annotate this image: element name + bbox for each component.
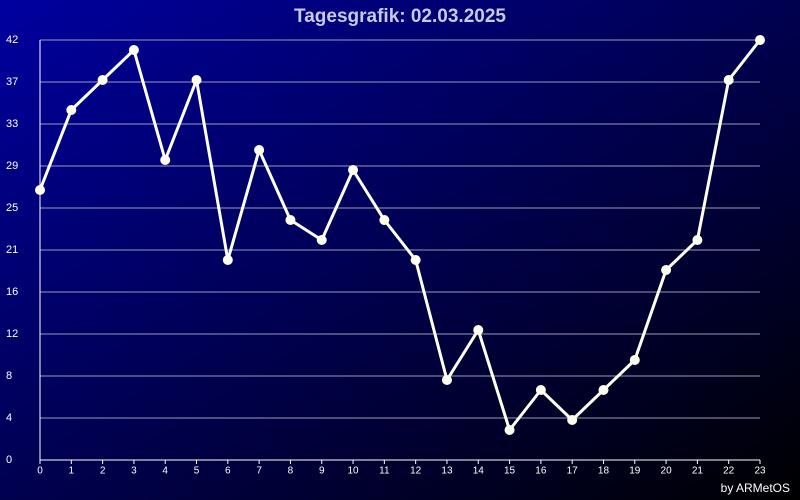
x-tick-label: 8 — [288, 466, 294, 477]
data-point — [97, 75, 108, 85]
series-line — [38, 39, 762, 432]
y-tick-label: 33 — [6, 118, 18, 130]
x-tick-label: 22 — [723, 466, 735, 477]
data-point — [755, 35, 765, 45]
data-point — [504, 425, 515, 435]
data-point — [66, 105, 77, 115]
data-point — [410, 255, 421, 265]
data-point — [629, 355, 640, 365]
x-tick-label: 18 — [598, 466, 610, 477]
data-point — [441, 375, 452, 385]
x-tick-label: 4 — [162, 466, 168, 477]
y-tick-label: 0 — [6, 454, 12, 466]
x-tick-label: 0 — [37, 466, 43, 477]
x-tick-label: 11 — [379, 466, 390, 477]
data-point — [473, 325, 484, 335]
data-point — [723, 75, 734, 85]
x-tick-label: 16 — [535, 466, 547, 477]
x-tick-label: 9 — [319, 466, 325, 477]
y-tick-label: 37 — [6, 76, 18, 88]
y-tick-label: 12 — [6, 328, 18, 340]
x-tick-label: 14 — [473, 466, 485, 477]
x-tick-label: 3 — [131, 466, 137, 477]
y-tick-label: 4 — [6, 412, 12, 424]
x-tick-label: 7 — [256, 466, 262, 477]
data-point — [160, 155, 171, 165]
x-tick-label: 5 — [194, 466, 200, 477]
x-tick-label: 13 — [441, 466, 453, 477]
x-tick-label: 15 — [504, 466, 516, 477]
y-tick-label: 8 — [6, 370, 12, 382]
data-point — [535, 385, 546, 395]
data-point — [128, 45, 139, 55]
x-tick-label: 20 — [661, 466, 673, 477]
data-point — [316, 235, 327, 245]
data-point — [348, 165, 359, 175]
y-tick-label: 21 — [6, 244, 18, 256]
footer: by ARMetOS — [721, 481, 790, 495]
x-tick-label: 1 — [69, 466, 75, 477]
data-point — [222, 255, 233, 265]
x-tick-label: 21 — [692, 466, 704, 477]
y-tick-label: 25 — [6, 202, 18, 214]
x-tick-label: 19 — [629, 466, 641, 477]
data-point — [598, 385, 609, 395]
data-point — [191, 75, 202, 85]
data-point — [692, 235, 703, 245]
chart-title: Tagesgrafik: 02.03.2025 — [294, 6, 506, 27]
y-tick-label: 42 — [6, 34, 18, 46]
data-point — [661, 265, 672, 275]
data-point — [379, 215, 390, 225]
x-tick-label: 2 — [100, 466, 106, 477]
x-tick-label: 10 — [347, 466, 359, 477]
y-tick-label: 16 — [6, 286, 18, 298]
x-tick-label: 6 — [225, 466, 231, 477]
data-point — [285, 215, 296, 225]
data-point — [567, 415, 578, 425]
data-point — [35, 185, 45, 195]
y-tick-label: 29 — [6, 160, 18, 172]
x-tick-label: 12 — [410, 466, 422, 477]
x-tick-label: 23 — [754, 466, 766, 477]
x-tick-label: 17 — [567, 466, 579, 477]
data-point — [254, 145, 265, 155]
